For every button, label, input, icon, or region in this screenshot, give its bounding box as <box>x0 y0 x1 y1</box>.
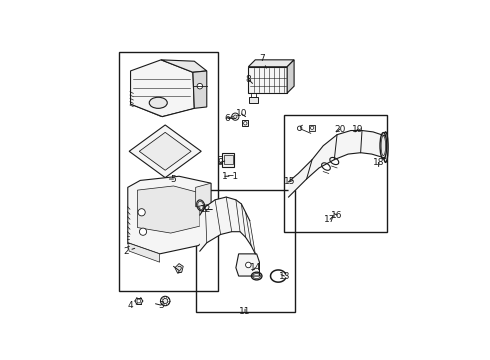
Text: 1: 1 <box>222 172 229 181</box>
Bar <box>120 51 218 291</box>
Text: ─1: ─1 <box>227 172 239 181</box>
Bar <box>284 115 387 232</box>
Ellipse shape <box>149 97 167 108</box>
Text: 2: 2 <box>173 266 182 275</box>
Circle shape <box>163 298 168 303</box>
Circle shape <box>232 113 239 120</box>
Polygon shape <box>128 243 160 262</box>
Polygon shape <box>196 183 211 207</box>
Text: 16: 16 <box>331 211 343 220</box>
Bar <box>309 125 315 131</box>
Polygon shape <box>193 71 207 108</box>
Text: 7: 7 <box>259 54 267 68</box>
Circle shape <box>244 122 247 125</box>
Circle shape <box>161 296 170 306</box>
Polygon shape <box>289 131 386 197</box>
Text: 20: 20 <box>334 125 345 134</box>
Polygon shape <box>175 264 183 273</box>
Polygon shape <box>161 60 207 72</box>
Polygon shape <box>130 60 195 117</box>
Circle shape <box>137 299 141 303</box>
Circle shape <box>234 115 237 118</box>
Bar <box>224 155 233 164</box>
Text: 19: 19 <box>352 125 364 134</box>
Circle shape <box>140 228 147 235</box>
Text: 5: 5 <box>170 175 176 184</box>
Text: 8: 8 <box>245 75 252 84</box>
Circle shape <box>297 126 302 131</box>
Bar <box>222 153 235 167</box>
Ellipse shape <box>380 132 387 159</box>
Text: 14: 14 <box>249 263 261 272</box>
Polygon shape <box>287 60 294 93</box>
Circle shape <box>197 84 203 89</box>
Text: 17: 17 <box>324 215 336 224</box>
Text: 9: 9 <box>217 158 225 167</box>
Polygon shape <box>138 186 200 233</box>
Ellipse shape <box>383 132 388 162</box>
Circle shape <box>311 126 314 129</box>
Polygon shape <box>200 197 255 254</box>
Polygon shape <box>129 125 201 177</box>
Text: 4: 4 <box>128 301 138 310</box>
Circle shape <box>138 209 145 216</box>
Text: 18: 18 <box>373 158 384 167</box>
Bar <box>248 67 287 93</box>
Text: 3: 3 <box>155 301 164 310</box>
Text: 6: 6 <box>225 113 233 122</box>
Text: 13: 13 <box>279 271 290 280</box>
Text: 12: 12 <box>200 205 212 214</box>
Bar <box>196 190 295 312</box>
Ellipse shape <box>381 136 386 156</box>
Text: 11: 11 <box>239 307 251 316</box>
Bar <box>249 97 258 103</box>
Text: 15: 15 <box>284 177 295 186</box>
Polygon shape <box>236 254 259 276</box>
Polygon shape <box>248 60 294 67</box>
Text: 10: 10 <box>236 109 247 118</box>
Text: 2: 2 <box>123 247 135 256</box>
Polygon shape <box>139 132 191 170</box>
Circle shape <box>245 262 251 268</box>
Bar <box>242 120 248 126</box>
Polygon shape <box>128 176 211 254</box>
